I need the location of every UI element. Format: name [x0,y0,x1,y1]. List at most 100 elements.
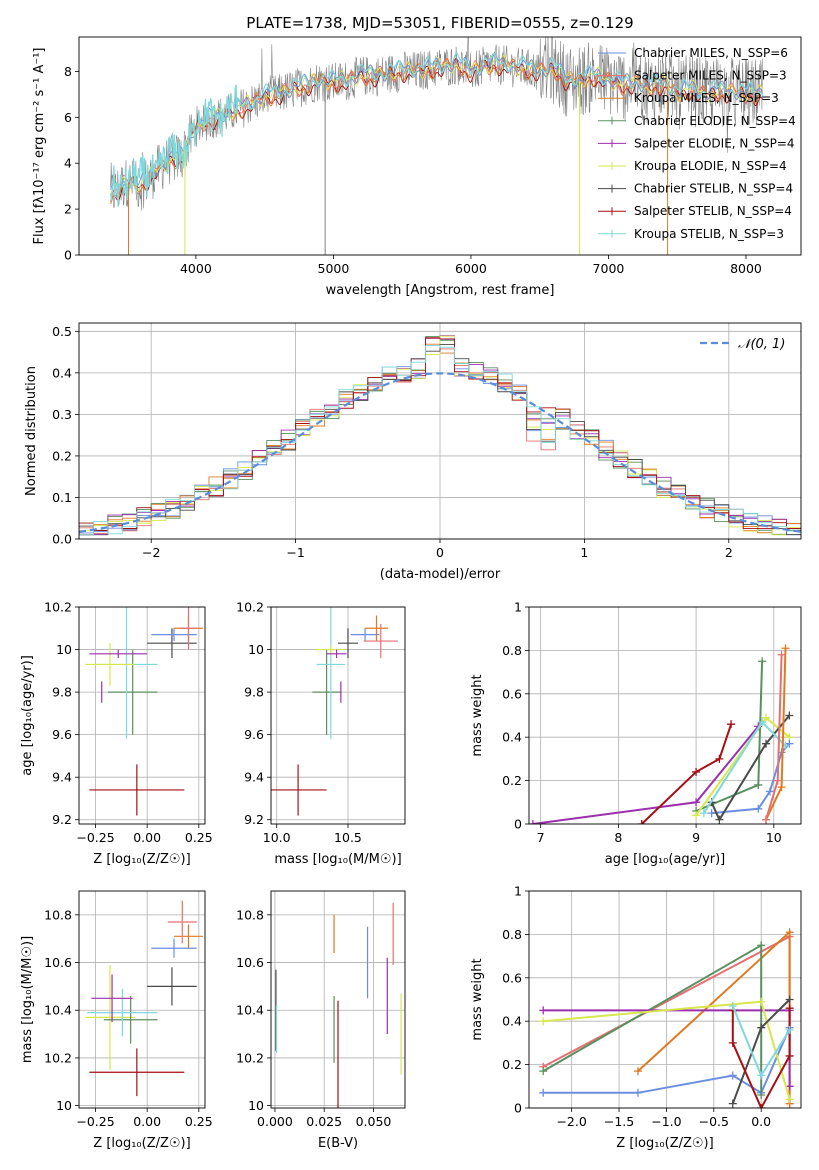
errorbar-point [89,764,185,816]
weight-marker [765,787,774,796]
weight-marker [757,997,766,1006]
weight-marker [633,1067,642,1076]
weight-marker [762,815,771,824]
axes-frame [528,606,802,825]
y-axis-label: mass [log₁₀(M/M☉)] [20,936,35,1063]
x-tick-label: 10 [766,830,782,845]
x-tick-label: 0.25 [185,830,213,845]
weight-marker [728,1002,737,1011]
y-tick-label: 10.2 [44,600,72,615]
errorbar-point [326,649,347,659]
legend-label: Kroupa ELODIE, N_SSP=4 [634,159,787,173]
x-tick-label: 0.025 [306,1114,342,1129]
y-tick-label: 10 [56,642,72,657]
weight-marker [727,720,736,729]
y-tick-label: 0.4 [52,365,72,380]
y-tick-label: 0.5 [52,324,72,339]
weight-marker [715,754,724,763]
weight-marker [728,1071,737,1080]
x-tick-label: 8000 [730,261,762,276]
x-tick-label: −1.5 [604,1114,634,1129]
weight-marker [762,739,771,748]
weight-marker [539,1017,548,1026]
plot-area [85,900,203,1097]
weight-marker [785,711,794,720]
weight-marker [757,1071,766,1080]
plot-area [275,902,402,1108]
weight-marker [777,650,786,659]
errorbar-point [87,988,158,1037]
errorbar-point [167,900,197,944]
y-tick-label: 9.2 [244,812,264,827]
weight-marker [692,798,701,807]
y-tick-label: 10.8 [44,907,72,922]
y-axis-label: mass weight [470,674,485,756]
weight-marker [785,995,794,1004]
x-tick-label: 5000 [318,261,350,276]
weight-series [539,997,794,1104]
y-tick-label: 9.6 [244,727,264,742]
spectrum-legend: Chabrier MILES, N_SSP=6 Salpeter MILES, N… [598,46,796,241]
y-tick-label: 0.2 [502,773,522,788]
x-tick-label: 9 [692,830,700,845]
residuals-legend: 𝒩(0, 1) [700,337,785,352]
y-tick-label: 8 [64,64,72,79]
weight-marker [785,1051,794,1060]
x-tick-label: −0.5 [699,1114,729,1129]
y-axis-label: Normed distribution [24,366,39,496]
y-tick-label: 10.6 [44,955,72,970]
x-tick-label: 0.000 [257,1114,293,1129]
weight-marker [781,644,790,653]
weight-marker [785,1004,794,1013]
x-tick-label: 1 [580,545,588,560]
y-tick-label: 2 [64,202,72,217]
weight-marker [757,1023,766,1032]
y-tick-label: 0 [514,1101,522,1116]
y-tick-label: 10.8 [236,907,264,922]
errorbar-point [85,964,135,1070]
x-axis-label: Z [log₁₀(Z/Z☉)] [616,1136,713,1151]
y-tick-label: 4 [64,156,72,171]
x-tick-label: −2 [142,545,160,560]
y-tick-label: 1 [514,884,522,899]
errorbar-point [91,974,133,1023]
errorbar-point [180,607,197,650]
y-axis-label: mass weight [470,958,485,1040]
legend-label: Kroupa MILES, N_SSP=3 [634,91,779,105]
x-tick-label: 0.00 [133,1114,161,1129]
y-tick-label: 10.6 [236,955,264,970]
spectrum-plot: 4000 5000 6000 7000 8000 0 2 4 6 8 wavelength [Ang… [32,36,802,298]
x-tick-label: 7 [537,830,545,845]
weight-series [707,711,794,824]
plot-area [539,928,794,1108]
weight-marker [539,1088,548,1097]
weight-marker [754,804,763,813]
model-spectrum-line [110,52,764,208]
legend-label: Chabrier ELODIE, N_SSP=4 [634,114,796,128]
weight-marker [692,811,701,820]
weight-series [728,1002,794,1080]
y-tick-label: 10.4 [44,1003,72,1018]
weight-series [762,650,786,824]
normal-curve [79,372,801,533]
weight-marker [758,718,767,727]
weight-marker [728,1099,737,1108]
x-tick-label: 2 [725,545,733,560]
spectrum-title: PLATE=1738, MJD=53051, FIBERID=0555, z=0… [246,14,633,32]
weight-series [728,1004,794,1108]
y-tick-label: 9.4 [52,770,72,785]
y-tick-label: 0.6 [502,970,522,985]
y-tick-label: 0 [514,817,522,832]
x-tick-label: −1.0 [651,1114,681,1129]
model-spectrum-line [110,58,763,205]
errorbar-point [103,995,158,1044]
age-vs-mass-plot: 10.0 10.5 9.2 9.4 9.6 9.8 10 10.2 mass [log₁₀(M/… [236,600,406,867]
residuals-histogram: −2 −1 0 1 2 0.0 0.1 0.2 0.3 0.4 0.5 (data-model)/er… [24,322,802,582]
weight-marker [699,809,708,818]
y-tick-label: 0.0 [52,532,72,547]
legend-label: Kroupa STELIB, N_SSP=3 [634,227,784,241]
weight-series [728,995,794,1108]
x-tick-label: 6000 [455,261,487,276]
age-vs-metallicity-plot: −0.25 0.00 0.25 9.2 9.4 9.6 9.8 10 10.2 Z [log₁₀(… [20,600,213,868]
